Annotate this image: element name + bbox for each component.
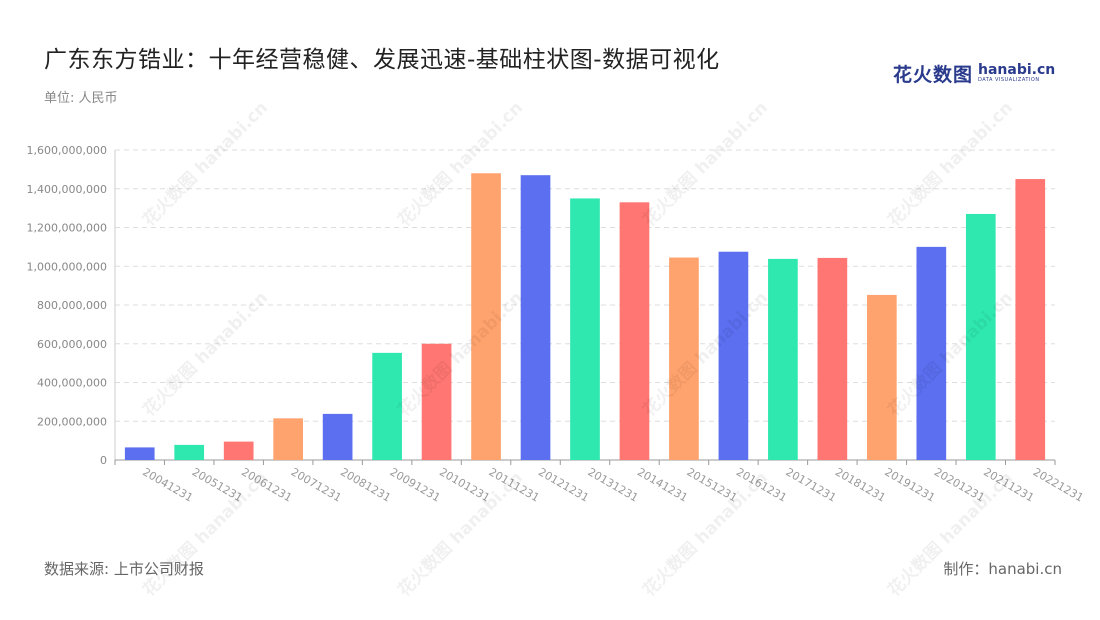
x-tick-label: 20221231: [1031, 465, 1086, 504]
logo-cn-text: 花火数图: [893, 63, 974, 86]
data-source: 数据来源: 上市公司财报: [44, 560, 204, 578]
bar[interactable]: [718, 251, 749, 460]
x-tick-label: 20061231: [239, 465, 294, 504]
x-tick-label: 20071231: [289, 465, 344, 504]
x-tick-label: 20191231: [882, 465, 937, 504]
y-tick-label: 1,200,000,000: [27, 222, 107, 235]
logo-tagline: DATA VISUALIZATION: [978, 77, 1040, 83]
bar[interactable]: [471, 173, 501, 460]
x-tick-label: 20161231: [734, 465, 789, 504]
bar[interactable]: [223, 441, 254, 460]
x-tick-label: 20101231: [437, 465, 492, 504]
x-tick-label: 20171231: [783, 465, 838, 504]
credit-text: 制作：hanabi.cn: [943, 560, 1062, 578]
bar[interactable]: [768, 258, 798, 460]
brand-logo: 花火数图 hanabi.cn DATA VISUALIZATION: [893, 60, 1055, 86]
unit-label: 单位: 人民币: [44, 91, 118, 106]
y-tick-label: 1,600,000,000: [27, 144, 107, 157]
y-tick-label: 0: [100, 454, 107, 467]
bar[interactable]: [669, 257, 699, 460]
bar[interactable]: [273, 418, 303, 460]
y-tick-label: 600,000,000: [37, 338, 107, 351]
x-tick-label: 20121231: [536, 465, 591, 504]
bar[interactable]: [421, 343, 452, 460]
x-tick-label: 20201231: [932, 465, 987, 504]
x-tick-label: 20211231: [981, 465, 1036, 504]
bar[interactable]: [174, 444, 205, 460]
bar[interactable]: [520, 175, 551, 460]
x-tick-label: 20131231: [586, 465, 641, 504]
bar[interactable]: [372, 352, 402, 460]
bar[interactable]: [1015, 179, 1046, 460]
x-tick-label: 20111231: [487, 465, 542, 504]
y-tick-label: 1,400,000,000: [27, 183, 107, 196]
y-tick-label: 1,000,000,000: [27, 260, 107, 273]
x-tick-label: 20181231: [833, 465, 888, 504]
page-title: 广东东方锆业：十年经营稳健、发展迅速-基础柱状图-数据可视化: [44, 47, 720, 73]
bar[interactable]: [965, 213, 996, 460]
bar[interactable]: [570, 198, 600, 460]
x-tick-label: 20051231: [190, 465, 245, 504]
bar[interactable]: [124, 447, 155, 460]
logo-en-text: hanabi.cn: [978, 62, 1056, 78]
y-tick-label: 400,000,000: [37, 377, 107, 390]
bar[interactable]: [619, 202, 650, 460]
bar[interactable]: [322, 413, 353, 460]
bar[interactable]: [916, 246, 947, 460]
y-tick-label: 800,000,000: [37, 299, 107, 312]
y-tick-label: 200,000,000: [37, 415, 107, 428]
x-tick-label: 20151231: [684, 465, 739, 504]
bar[interactable]: [817, 257, 848, 460]
bar[interactable]: [867, 294, 897, 460]
x-tick-label: 20091231: [388, 465, 443, 504]
x-tick-label: 20141231: [635, 465, 690, 504]
x-tick-label: 20081231: [338, 465, 393, 504]
x-tick-label: 20041231: [140, 465, 195, 504]
